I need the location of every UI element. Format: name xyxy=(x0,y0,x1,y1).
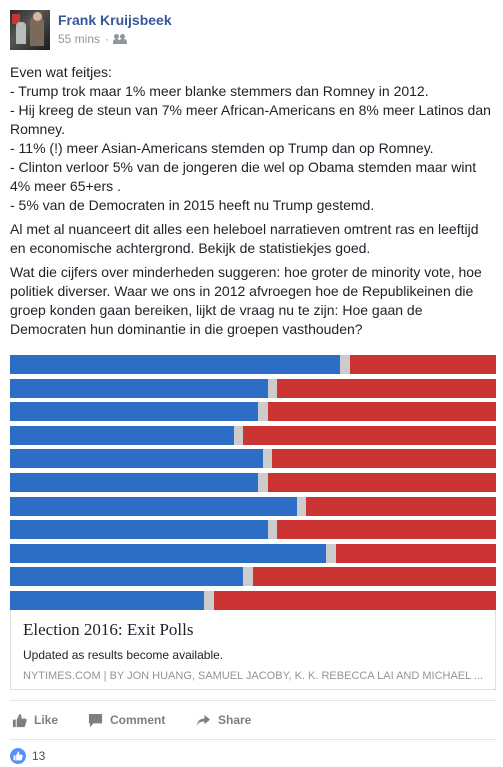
chart-bar-other xyxy=(267,520,278,540)
chart-bar-dem xyxy=(10,449,263,469)
chart-bar-rep xyxy=(243,425,496,445)
comment-icon xyxy=(88,713,103,727)
chart-bar-dem xyxy=(10,496,297,516)
chart-bar-rep xyxy=(350,355,496,374)
chart-bar-other xyxy=(233,425,244,445)
exit-poll-chart[interactable] xyxy=(10,353,496,610)
post-timestamp[interactable]: 55 mins xyxy=(58,32,101,46)
chart-bar-row xyxy=(10,567,496,587)
chart-bar-rep xyxy=(272,449,496,469)
like-label: Like xyxy=(34,713,59,727)
post-text-line: - Trump trok maar 1% meer blanke stemmer… xyxy=(10,83,429,99)
chart-bar-dem xyxy=(10,378,268,398)
comment-button[interactable]: Comment xyxy=(88,701,165,739)
link-title[interactable]: Election 2016: Exit Polls xyxy=(23,620,194,639)
chart-bar-dem xyxy=(10,425,234,445)
reactions-summary[interactable]: 13 xyxy=(10,748,45,764)
chart-bar-dem xyxy=(10,473,258,492)
chart-bar-other xyxy=(204,591,215,610)
chart-bar-row xyxy=(10,402,496,422)
avatar-flag xyxy=(12,14,20,24)
post-actions: Like Comment Share xyxy=(10,700,496,740)
chart-bar-row xyxy=(10,425,496,445)
chart-bar-row xyxy=(10,543,496,563)
chart-bar-row xyxy=(10,355,496,374)
chart-bar-row xyxy=(10,520,496,540)
post-text-line: Even wat feitjes: xyxy=(10,64,112,80)
chart-bar-row xyxy=(10,473,496,492)
avatar-figure-right xyxy=(30,16,44,46)
chart-bar-other xyxy=(267,378,278,398)
chart-bar-row xyxy=(10,591,496,610)
author-name[interactable]: Frank Kruijsbeek xyxy=(58,12,172,28)
chart-bar-rep xyxy=(267,402,496,422)
chart-bar-rep xyxy=(253,567,496,587)
chart-bar-rep xyxy=(214,591,496,610)
share-button[interactable]: Share xyxy=(196,701,251,739)
reaction-count: 13 xyxy=(32,749,46,763)
chart-bar-dem xyxy=(10,520,268,540)
avatar-figure-left xyxy=(16,22,26,44)
post-text-line: - Hij kreeg de steun van 7% meer African… xyxy=(10,102,491,137)
chart-bar-dem xyxy=(10,402,258,422)
post-text-line: - 11% (!) meer Asian-Americans stemden o… xyxy=(10,140,434,156)
chart-bar-dem xyxy=(10,543,326,563)
link-description: Updated as results become available. xyxy=(23,648,224,662)
chart-bar-rep xyxy=(335,543,496,563)
chart-bar-dem xyxy=(10,567,244,587)
like-button[interactable]: Like xyxy=(12,701,58,739)
chart-bar-dem xyxy=(10,355,341,374)
chart-bar-other xyxy=(296,496,307,516)
post-text-line: - Clinton verloor 5% van de jongeren die… xyxy=(10,159,477,194)
avatar-figure-head xyxy=(33,12,42,21)
chart-bar-rep xyxy=(277,378,496,398)
thumbs-up-icon xyxy=(12,713,27,727)
post-paragraph: Even wat feitjes: - Trump trok maar 1% me… xyxy=(10,63,496,215)
friends-icon[interactable] xyxy=(113,34,128,44)
chart-bar-other xyxy=(257,402,268,422)
share-icon xyxy=(196,714,211,726)
post-paragraph: Wat die cijfers over minderheden suggere… xyxy=(10,263,496,339)
chart-bar-dem xyxy=(10,591,205,610)
thumbs-up-icon xyxy=(10,748,26,764)
post-text-line: Wat die cijfers over minderheden suggere… xyxy=(10,264,482,337)
link-source: NYTIMES.COM | BY JON HUANG, SAMUEL JACOB… xyxy=(23,670,484,682)
chart-bar-other xyxy=(325,543,336,563)
chart-bar-rep xyxy=(267,473,496,492)
chart-bar-row xyxy=(10,378,496,398)
chart-bar-rep xyxy=(277,520,496,540)
chart-bar-other xyxy=(257,473,268,492)
author-avatar[interactable] xyxy=(10,10,50,50)
comment-label: Comment xyxy=(110,713,166,727)
post-text: Even wat feitjes: - Trump trok maar 1% me… xyxy=(10,63,496,344)
chart-bar-other xyxy=(243,567,253,587)
chart-bar-row xyxy=(10,449,496,469)
post-meta: 55 mins · xyxy=(58,32,128,46)
chart-bar-row xyxy=(10,496,496,516)
chart-bar-rep xyxy=(306,496,496,516)
chart-bar-other xyxy=(340,355,351,374)
post-paragraph: Al met al nuanceert dit alles een helebo… xyxy=(10,220,496,258)
chart-bar-other xyxy=(262,449,273,469)
share-label: Share xyxy=(218,713,252,727)
post-text-line: Al met al nuanceert dit alles een helebo… xyxy=(10,221,479,256)
post-header: Frank Kruijsbeek 55 mins · xyxy=(10,10,493,52)
link-preview-card[interactable]: Election 2016: Exit Polls Updated as res… xyxy=(10,610,496,690)
post-text-line: - 5% van de Democraten in 2015 heeft nu … xyxy=(10,197,375,213)
